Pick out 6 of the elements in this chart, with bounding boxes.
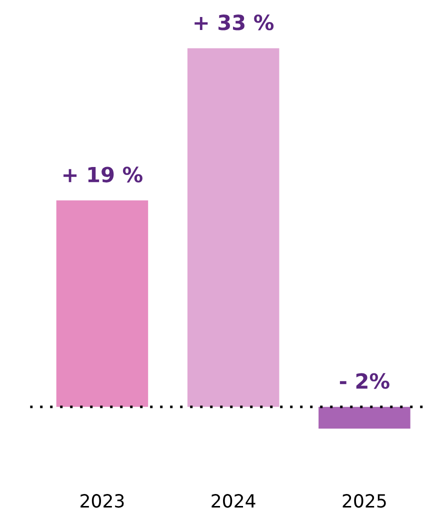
data-label: + 19 % <box>64 166 142 182</box>
data-label: - 2% <box>340 373 390 389</box>
x-tick-label: 2025 <box>342 494 386 508</box>
x-tick-label: 2023 <box>80 494 124 508</box>
x-tick-label: 2024 <box>212 494 256 508</box>
data-label: + 33 % <box>194 14 274 30</box>
